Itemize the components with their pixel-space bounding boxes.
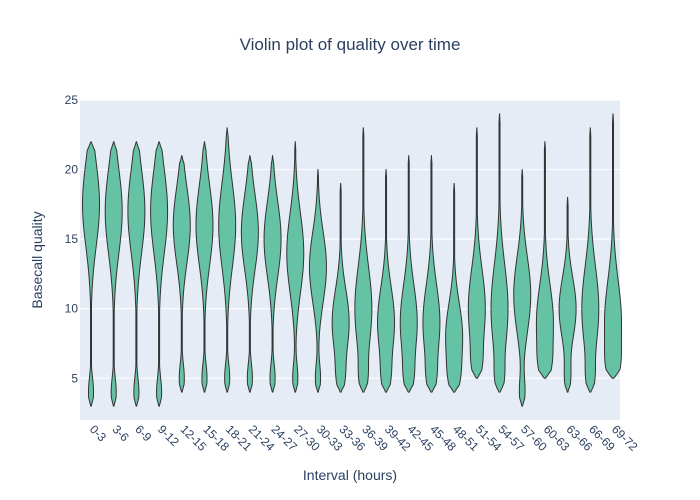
x-tick-label: 9-12 bbox=[155, 422, 182, 449]
violin-63-66 bbox=[558, 196, 577, 393]
violin-33-36 bbox=[331, 182, 350, 393]
violin-3-6 bbox=[104, 141, 123, 407]
violin-69-72 bbox=[604, 113, 622, 379]
violin-15-18 bbox=[195, 141, 214, 393]
chart-title: Violin plot of quality over time bbox=[240, 35, 461, 54]
y-tick-label: 5 bbox=[71, 371, 78, 385]
violin-39-42 bbox=[377, 169, 396, 393]
violin-12-15 bbox=[172, 155, 191, 393]
y-tick-label: 20 bbox=[65, 163, 79, 177]
x-tick-label: 0-3 bbox=[87, 422, 109, 444]
violin-57-60 bbox=[513, 169, 532, 407]
y-tick-label: 25 bbox=[65, 93, 79, 107]
violin-0-3 bbox=[81, 141, 101, 407]
violin-54-57 bbox=[490, 113, 509, 393]
violin-24-27 bbox=[263, 155, 282, 393]
violin-60-63 bbox=[535, 141, 554, 379]
x-axis-title: Interval (hours) bbox=[303, 467, 397, 483]
y-axis-title: Basecall quality bbox=[29, 211, 45, 308]
gridlines bbox=[80, 99, 620, 379]
violin-21-24 bbox=[240, 155, 259, 393]
violin-42-45 bbox=[399, 155, 418, 393]
violins bbox=[81, 113, 622, 407]
plot-area bbox=[80, 100, 620, 420]
y-tick-label: 15 bbox=[65, 232, 79, 246]
violin-27-30 bbox=[286, 141, 305, 393]
violin-66-69 bbox=[581, 127, 600, 393]
y-axis-ticks: 5 10 15 20 25 bbox=[65, 93, 79, 385]
violin-6-9 bbox=[127, 141, 146, 407]
violin-9-12 bbox=[150, 141, 169, 407]
y-tick-label: 10 bbox=[65, 302, 79, 316]
x-tick-label: 6-9 bbox=[132, 422, 154, 444]
x-tick-label: 3-6 bbox=[110, 422, 132, 444]
violin-36-39 bbox=[354, 127, 373, 393]
violin-45-48 bbox=[422, 155, 441, 393]
violin-48-51 bbox=[445, 182, 464, 393]
x-tick-label: 69-72 bbox=[609, 422, 641, 454]
x-axis-ticks: 0-3 3-6 6-9 9-1212-1515-1818-2121-2424-2727… bbox=[87, 422, 641, 454]
violin-30-33 bbox=[308, 169, 327, 393]
violin-51-54 bbox=[467, 127, 486, 379]
violin-18-21 bbox=[218, 127, 237, 393]
